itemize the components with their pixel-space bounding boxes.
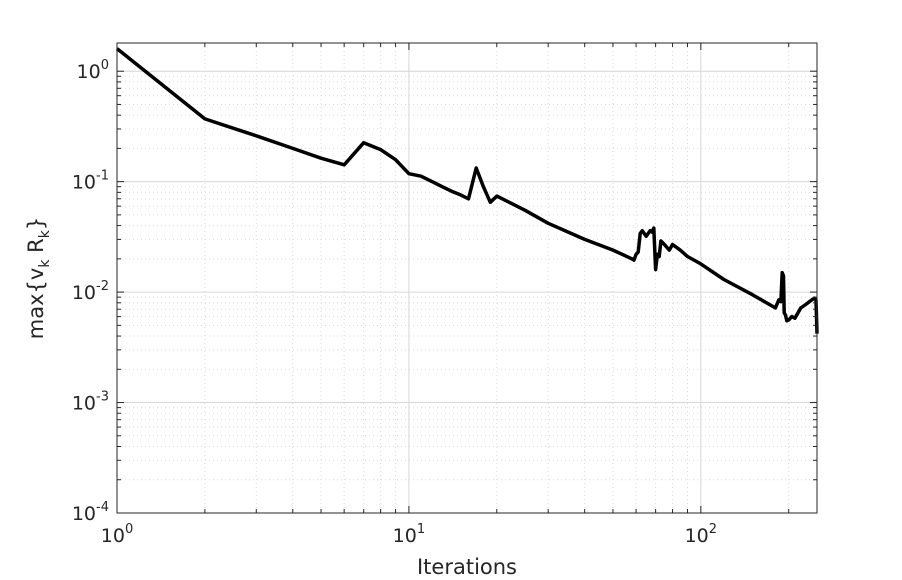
x-tick-label: 101	[393, 522, 425, 547]
x-tick-label: 102	[685, 522, 717, 547]
series-line	[115, 47, 819, 334]
y-tick-label: 10-2	[72, 279, 109, 304]
plot-background	[117, 43, 817, 513]
y-tick-label: 100	[77, 58, 109, 83]
x-tick-label: 100	[101, 522, 133, 547]
x-axis-label: Iterations	[417, 555, 517, 579]
y-axis-label: max{vk Rk}	[24, 217, 53, 339]
y-tick-label: 10-1	[72, 169, 109, 194]
series-line-group	[115, 47, 819, 334]
y-tick-label: 10-4	[72, 500, 109, 525]
tick-marks	[116, 43, 817, 514]
plot-box	[116, 42, 818, 514]
grid	[116, 43, 817, 514]
y-tick-label: 10-3	[72, 390, 109, 415]
tick-labels: 100 101 102 100 10-1 10-2 10-3 10-4	[72, 58, 717, 547]
